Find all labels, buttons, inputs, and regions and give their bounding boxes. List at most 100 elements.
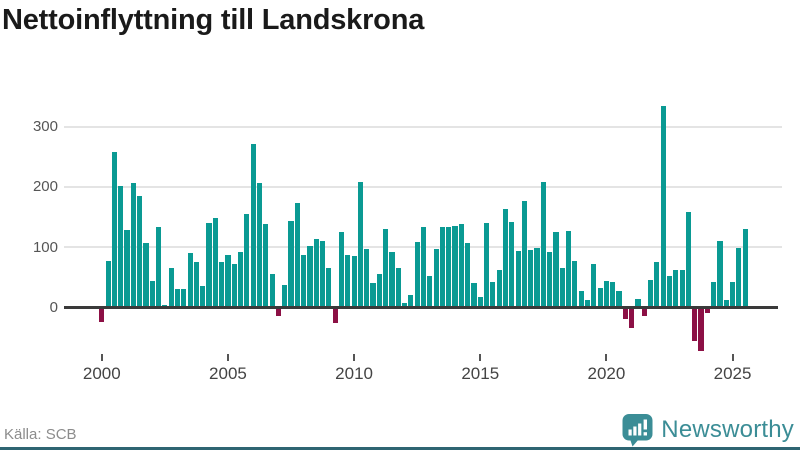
bottom-border-strip <box>0 447 800 450</box>
positive-bar <box>591 263 597 308</box>
positive-bar <box>269 274 275 308</box>
positive-bar <box>313 239 319 308</box>
x-tick-label: 2025 <box>713 364 752 383</box>
positive-bar <box>174 289 181 308</box>
positive-bar <box>118 185 124 308</box>
positive-bar <box>351 256 357 308</box>
positive-bar <box>730 281 736 308</box>
positive-bar <box>515 251 521 308</box>
positive-bar <box>616 291 622 308</box>
positive-bar <box>338 231 345 308</box>
positive-bar <box>244 214 250 308</box>
positive-bar <box>168 268 174 308</box>
positive-bar <box>370 283 376 308</box>
negative-bar <box>698 308 704 351</box>
positive-bar <box>521 201 527 308</box>
positive-bar <box>559 267 565 308</box>
x-tick-mark <box>226 354 229 361</box>
positive-bar <box>566 230 572 308</box>
positive-bar <box>111 151 117 308</box>
positive-bar <box>238 252 244 308</box>
x-tick-label: 2000 <box>82 364 121 383</box>
newsworthy-logo-text: Newsworthy <box>661 416 794 443</box>
x-tick-mark <box>731 354 734 361</box>
positive-bar <box>130 182 136 308</box>
positive-bar <box>446 226 452 308</box>
x-tick-label: 2010 <box>335 364 373 383</box>
x-tick-mark <box>100 354 103 361</box>
positive-bar <box>364 249 370 308</box>
positive-bar <box>143 243 149 308</box>
positive-bar <box>534 247 540 308</box>
positive-bar <box>219 261 225 308</box>
positive-bar <box>666 276 673 308</box>
positive-bar <box>326 268 332 308</box>
positive-bar <box>162 305 168 308</box>
negative-bar <box>692 308 698 341</box>
y-axis-label: 200 <box>32 178 58 196</box>
negative-bar <box>99 308 105 322</box>
positive-bar <box>206 223 212 308</box>
positive-bar <box>345 255 351 308</box>
positive-bar <box>212 218 218 308</box>
positive-bar <box>427 275 433 308</box>
positive-bar <box>553 231 559 308</box>
negative-bar <box>622 308 628 319</box>
positive-bar <box>490 281 496 308</box>
positive-bar <box>471 283 477 308</box>
positive-bar <box>484 223 490 308</box>
newsworthy-logo: Newsworthy <box>622 413 794 447</box>
positive-bar <box>433 249 439 308</box>
positive-bar <box>288 220 294 308</box>
positive-bar <box>389 252 395 308</box>
positive-bar <box>193 261 199 308</box>
positive-bar <box>263 223 269 308</box>
positive-bar <box>496 270 502 308</box>
positive-bar <box>301 255 307 308</box>
negative-bar <box>704 308 710 314</box>
x-tick-label: 2005 <box>209 364 247 383</box>
positive-bar <box>603 281 609 308</box>
positive-bar <box>610 282 616 308</box>
x-tick-mark <box>479 354 482 361</box>
positive-bar <box>137 195 143 308</box>
positive-bar <box>156 227 162 308</box>
positive-bar <box>402 302 408 308</box>
x-axis-line <box>64 306 778 309</box>
positive-bar <box>225 255 231 308</box>
positive-bar <box>540 181 546 308</box>
gridline <box>64 125 782 128</box>
positive-bar <box>572 261 578 308</box>
positive-bar <box>458 224 464 308</box>
positive-bar <box>673 269 679 308</box>
source-label: Källa: SCB <box>4 426 77 443</box>
positive-bar <box>200 285 206 308</box>
positive-bar <box>547 252 553 308</box>
positive-bar <box>509 221 515 308</box>
positive-bar <box>685 211 691 308</box>
x-tick-mark <box>605 354 608 361</box>
negative-bar <box>629 308 635 328</box>
positive-bar <box>357 181 363 308</box>
positive-bar <box>597 287 603 308</box>
positive-bar <box>294 202 300 308</box>
positive-bar <box>124 229 130 308</box>
positive-bar <box>282 284 288 308</box>
positive-bar <box>648 279 654 308</box>
positive-bar <box>452 225 458 308</box>
positive-bar <box>414 242 420 308</box>
positive-bar <box>528 249 534 308</box>
positive-bar <box>736 247 742 308</box>
positive-bar <box>149 281 155 308</box>
positive-bar <box>717 241 723 308</box>
positive-bar <box>635 298 641 308</box>
x-tick-mark <box>353 354 356 361</box>
positive-bar <box>679 270 685 308</box>
positive-bar <box>584 300 591 308</box>
positive-bar <box>465 243 471 308</box>
y-axis-label: 300 <box>32 118 58 136</box>
positive-bar <box>187 252 193 308</box>
negative-bar <box>332 308 338 323</box>
positive-bar <box>376 274 382 308</box>
